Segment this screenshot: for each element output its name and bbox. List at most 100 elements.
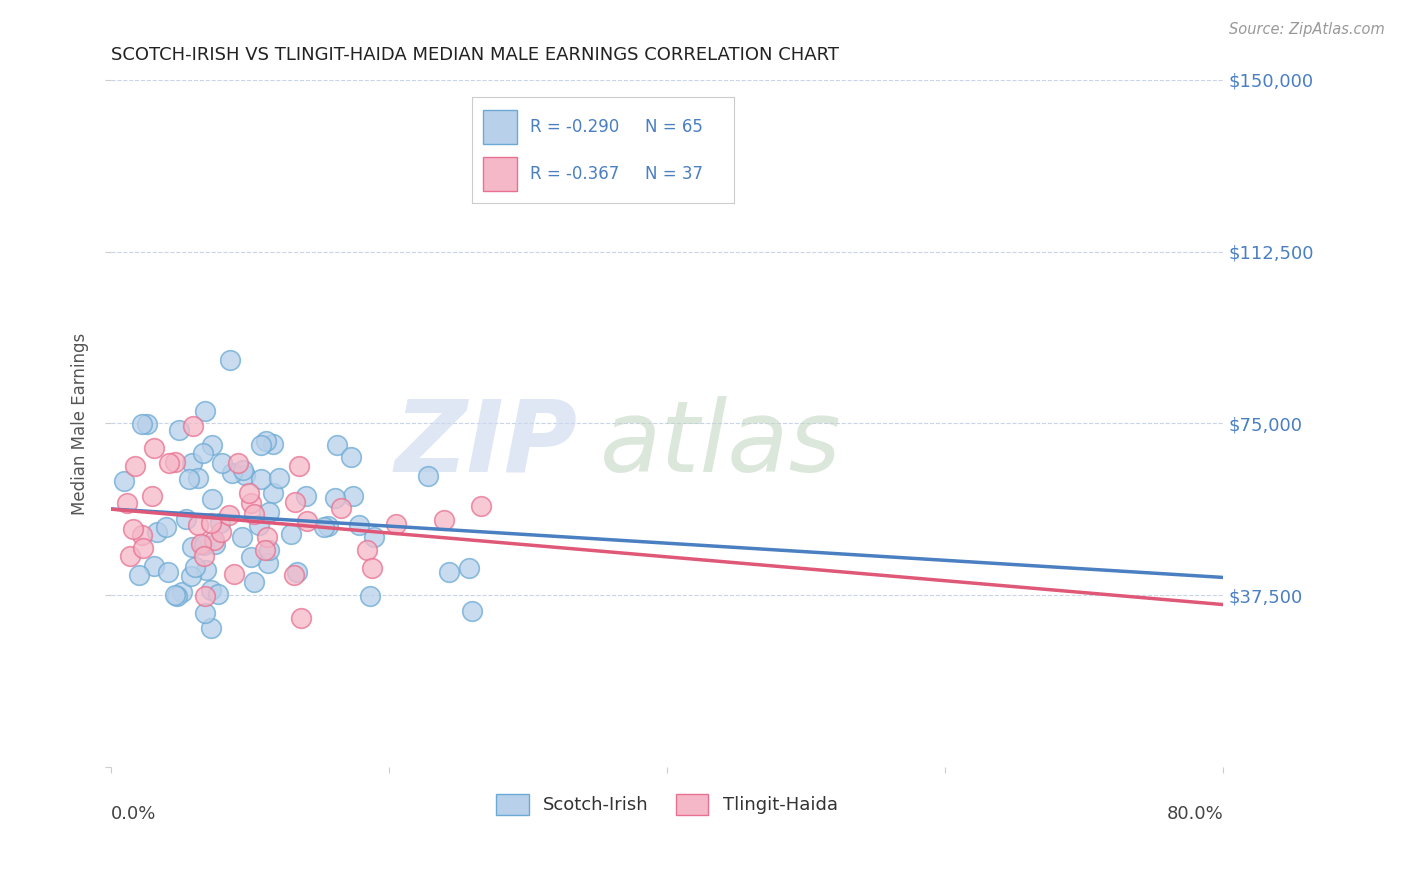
Point [194, 563, 217, 577]
Point [256, 530, 278, 544]
Text: ZIP: ZIP [395, 395, 578, 492]
Point [329, 500, 352, 515]
Point [180, 568, 202, 582]
Point [167, 423, 190, 437]
Text: 80.0%: 80.0% [1167, 805, 1223, 823]
Point [470, 500, 492, 514]
Point [232, 463, 254, 477]
Point [165, 455, 187, 469]
Point [218, 352, 240, 367]
Point [221, 467, 243, 481]
Point [416, 469, 439, 483]
Point [131, 417, 153, 432]
Point [267, 471, 290, 485]
Point [207, 587, 229, 601]
Point [231, 530, 253, 544]
Point [135, 417, 157, 431]
Point [117, 496, 139, 510]
Point [437, 565, 460, 579]
Point [157, 565, 180, 579]
Point [342, 489, 364, 503]
Point [433, 513, 456, 527]
Point [253, 542, 276, 557]
Point [180, 540, 202, 554]
Point [202, 533, 225, 547]
Point [209, 524, 232, 539]
Point [200, 582, 222, 597]
Point [257, 543, 280, 558]
Point [163, 588, 186, 602]
Point [200, 516, 222, 531]
Point [131, 528, 153, 542]
Point [243, 574, 266, 589]
Point [363, 530, 385, 544]
Point [349, 517, 371, 532]
Point [145, 524, 167, 539]
Point [194, 590, 217, 604]
Point [325, 438, 347, 452]
Point [238, 486, 260, 500]
Point [112, 474, 135, 488]
Point [218, 508, 240, 522]
Point [194, 606, 217, 620]
Point [170, 584, 193, 599]
Point [340, 450, 363, 464]
Point [233, 468, 256, 483]
Point [201, 437, 224, 451]
Point [361, 561, 384, 575]
Text: atlas: atlas [600, 395, 842, 492]
Point [287, 458, 309, 473]
Point [250, 437, 273, 451]
Point [122, 522, 145, 536]
Point [359, 589, 381, 603]
Point [316, 519, 339, 533]
Point [174, 512, 197, 526]
Y-axis label: Median Male Earnings: Median Male Earnings [72, 333, 89, 515]
Legend: Scotch-Irish, Tlingit-Haida: Scotch-Irish, Tlingit-Haida [488, 785, 846, 823]
Point [193, 538, 215, 552]
Point [143, 559, 166, 574]
Point [141, 489, 163, 503]
Point [356, 543, 378, 558]
Point [259, 505, 281, 519]
Point [262, 436, 284, 450]
Point [190, 537, 212, 551]
Point [191, 445, 214, 459]
Point [290, 611, 312, 625]
Point [295, 489, 318, 503]
Point [284, 495, 307, 509]
Point [297, 515, 319, 529]
Point [283, 568, 305, 582]
Point [184, 560, 207, 574]
Point [166, 589, 188, 603]
Point [461, 604, 484, 618]
Point [228, 456, 250, 470]
Point [142, 442, 165, 456]
Point [239, 496, 262, 510]
Point [179, 472, 201, 486]
Point [458, 561, 481, 575]
Point [194, 403, 217, 417]
Point [312, 520, 335, 534]
Point [250, 472, 273, 486]
Point [222, 567, 245, 582]
Point [187, 517, 209, 532]
Point [200, 621, 222, 635]
Point [211, 456, 233, 470]
Point [254, 434, 277, 449]
Text: SCOTCH-IRISH VS TLINGIT-HAIDA MEDIAN MALE EARNINGS CORRELATION CHART: SCOTCH-IRISH VS TLINGIT-HAIDA MEDIAN MAL… [111, 46, 839, 64]
Point [385, 517, 408, 532]
Point [262, 486, 284, 500]
Point [208, 516, 231, 530]
Point [124, 459, 146, 474]
Point [280, 526, 302, 541]
Point [243, 508, 266, 522]
Point [201, 491, 224, 506]
Point [285, 565, 308, 579]
Text: 0.0%: 0.0% [111, 805, 156, 823]
Point [128, 567, 150, 582]
Point [204, 537, 226, 551]
Point [256, 557, 278, 571]
Point [120, 549, 142, 564]
Text: Source: ZipAtlas.com: Source: ZipAtlas.com [1229, 22, 1385, 37]
